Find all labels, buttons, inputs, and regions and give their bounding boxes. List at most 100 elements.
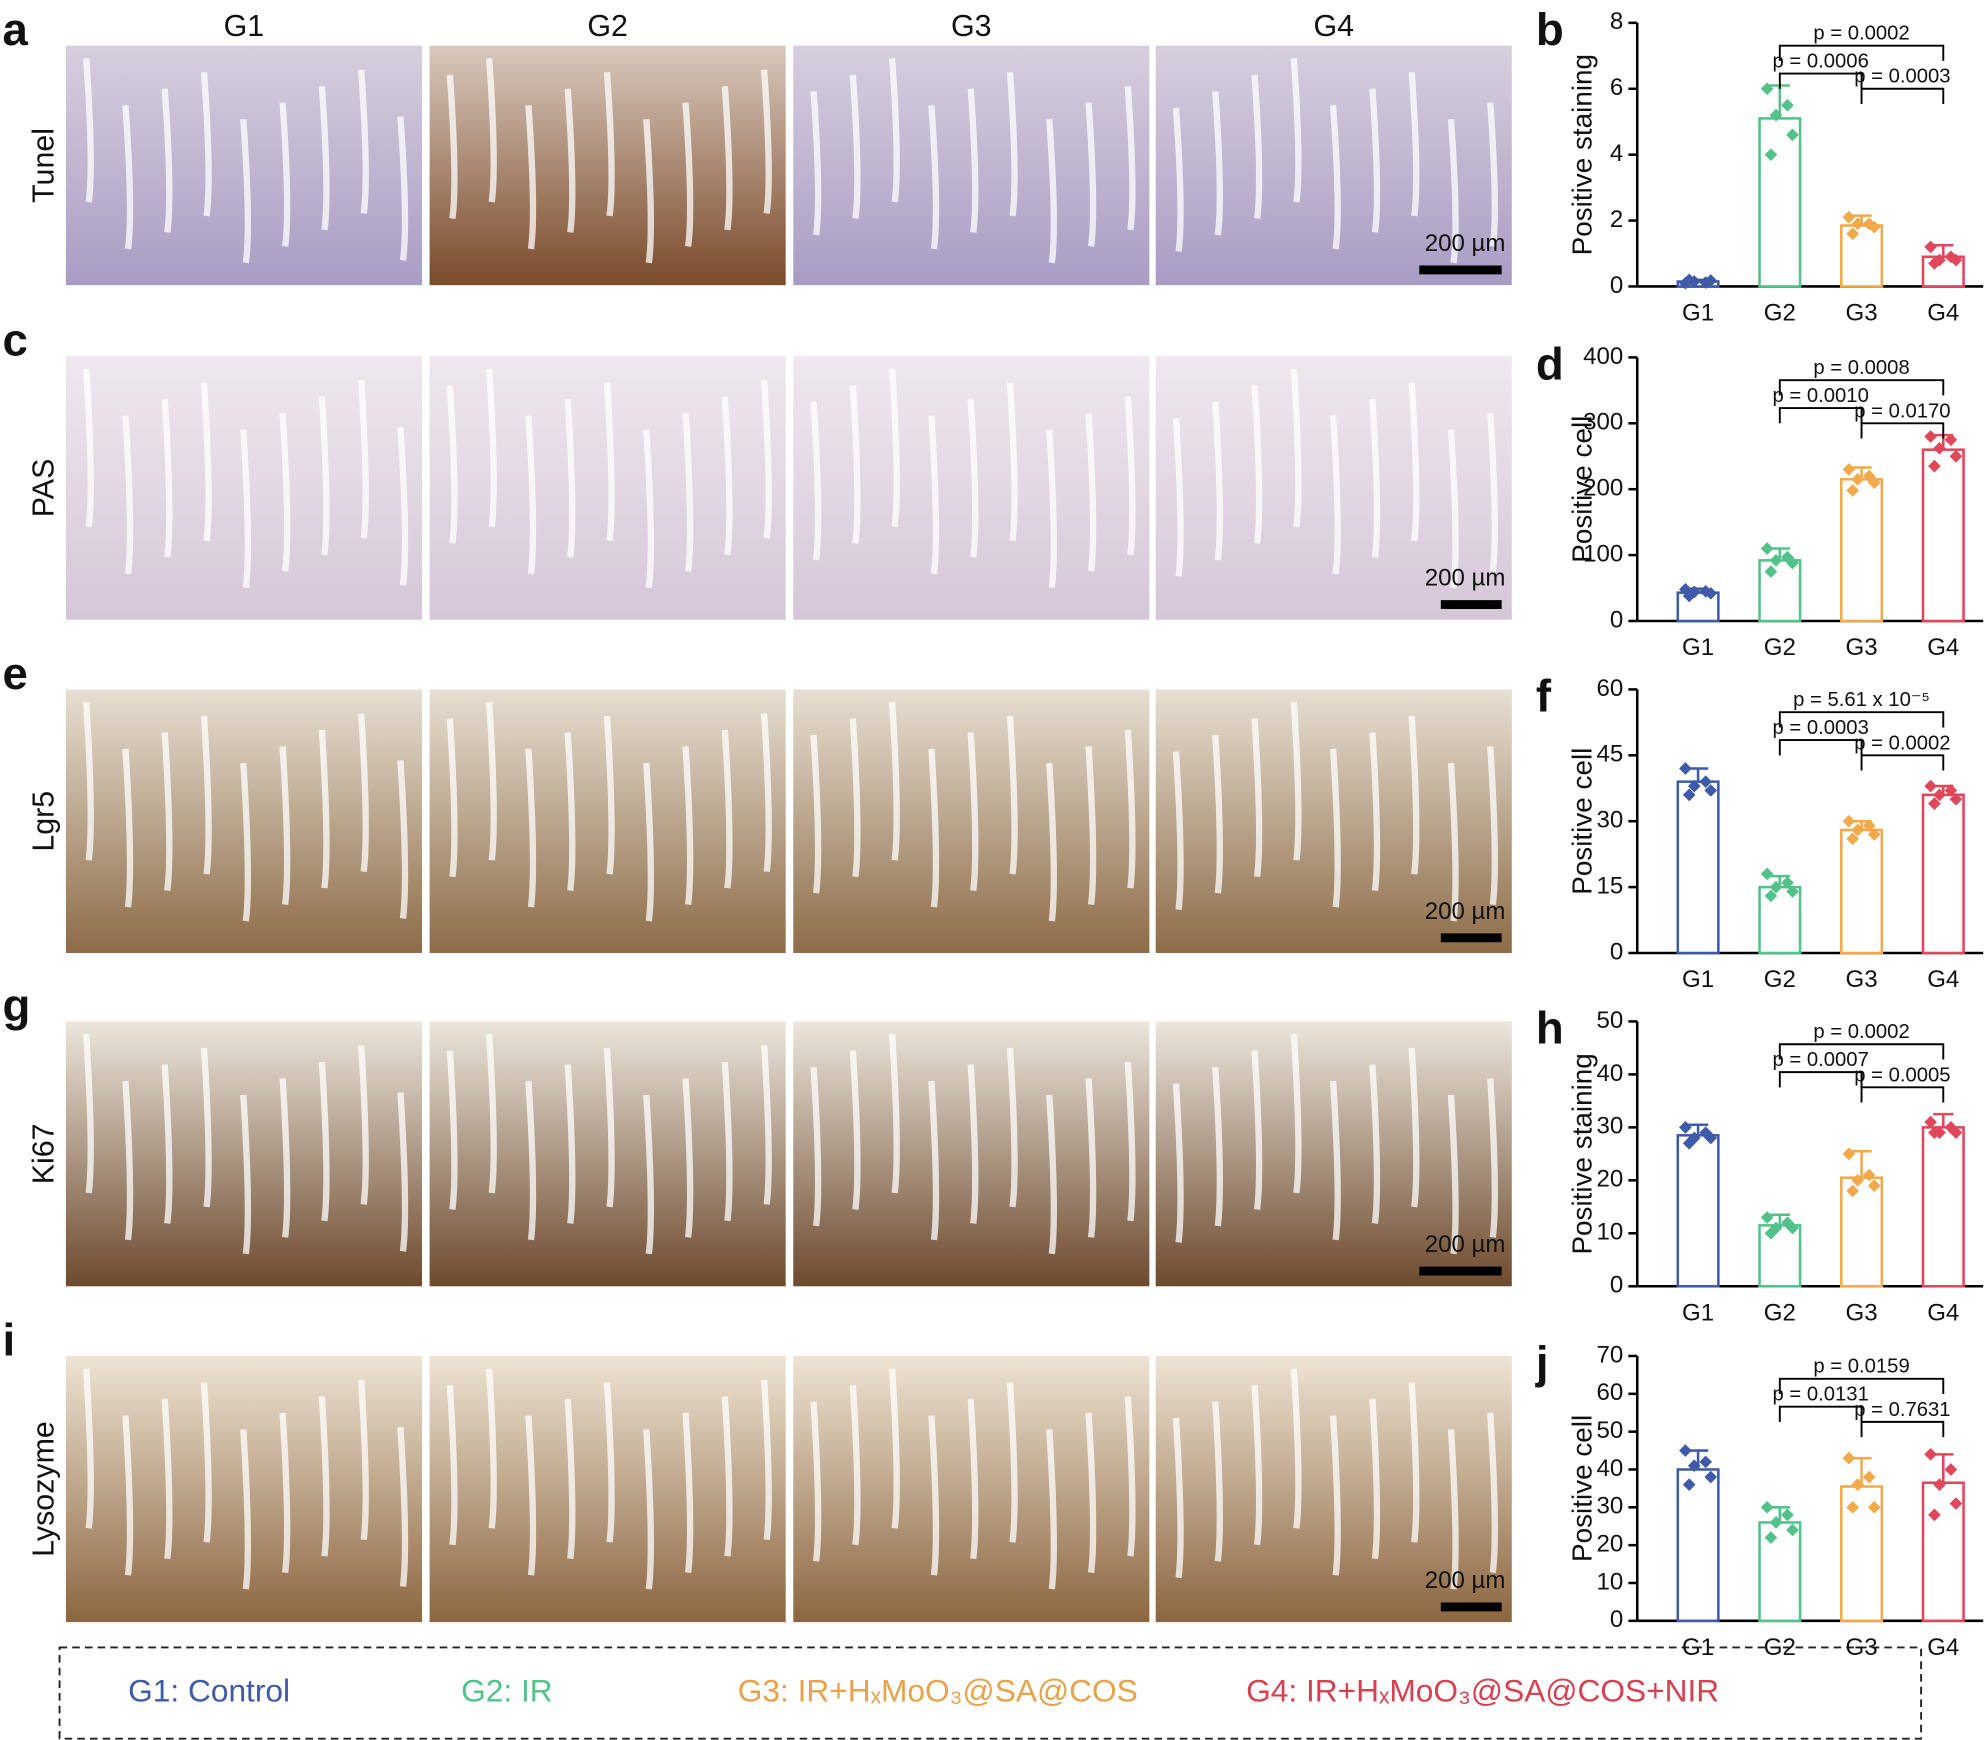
y-tick-label: 0 [1610,1272,1623,1299]
data-point [1842,210,1856,224]
villus-gap [279,746,291,905]
panel-letter: a [3,4,29,55]
scale-bar-label: 200 µm [1425,898,1506,925]
villus-gap [643,1429,655,1590]
data-point [1760,1500,1774,1514]
villus-gap [318,1396,330,1557]
data-point [1862,819,1876,832]
villus-gap [1329,748,1341,908]
y-tick-label: 8 [1610,8,1623,35]
villus-gap [1290,58,1302,203]
data-point [1699,775,1713,789]
y-tick-label: 400 [1583,343,1623,370]
y-tick-label: 0 [1610,272,1623,299]
villus-gap [397,1426,409,1588]
y-tick-label: 200 [1583,475,1623,502]
villus-gap [357,1379,369,1541]
column-header: G3 [951,9,992,43]
villus-gap [810,401,822,561]
villus-gap [240,429,252,589]
villus-gap [564,1064,576,1224]
villus-gap [279,412,291,572]
villus-gap [1290,368,1302,528]
villus-gap [928,105,940,250]
data-point [1851,823,1865,837]
x-tick-label: G3 [1845,634,1877,661]
villus-gap [1290,1033,1302,1194]
data-point [1928,1126,1941,1140]
x-tick-label: G2 [1764,300,1796,327]
significance-bracket [1778,1071,1863,1088]
villus-gap [485,368,497,528]
villus-gap [1329,105,1341,250]
villus-gap [318,86,330,231]
villus-gap [279,1078,291,1238]
villus-gap [928,415,940,575]
error-bar [1687,1123,1709,1136]
scale-bar-label: 200 µm [1425,565,1506,592]
villus-gap [1212,1066,1223,1227]
bar [1758,559,1802,623]
data-point [1851,217,1865,231]
data-point [1769,880,1783,894]
y-tick-label: 100 [1583,540,1623,567]
data-point [1760,542,1774,555]
y-tick-label: 0 [1610,938,1623,965]
villus-gap [161,1064,173,1224]
p-value: p = 0.0002 [1854,732,1950,754]
villus-gap [1124,729,1136,889]
villus-gap [200,1047,212,1208]
data-point [1949,1497,1963,1510]
villus-gap [1251,1384,1263,1546]
villus-gap [967,399,979,558]
error-bar [1933,1112,1954,1128]
villus-gap [810,1066,822,1227]
data-point [1924,430,1937,443]
error-bar [1851,1149,1872,1178]
legend-entry: G1: Control [128,1672,290,1708]
villus-gap [83,368,94,528]
villus-gap [485,1033,497,1194]
villus-gap [83,58,94,203]
villus-gap [1447,1094,1459,1255]
data-point [1846,1184,1860,1198]
villus-gap [122,748,134,908]
villus-gap [1212,1401,1223,1562]
y-axis-label: Positive cell [1566,416,1597,563]
villus-gap [200,382,212,542]
data-point [1704,274,1718,287]
villus-gap [1172,107,1184,252]
data-point [1682,1478,1696,1491]
villus-gap [1369,1398,1381,1560]
villus-gap [1447,1429,1459,1590]
y-tick-label: 10 [1597,1568,1624,1595]
data-point [1781,1508,1794,1522]
data-point [1682,788,1696,802]
data-point [1924,240,1937,254]
villus-gap [279,102,291,247]
data-point [1933,788,1946,802]
villus-gap [357,69,369,214]
significance-bracket [1778,407,1863,424]
y-tick-label: 300 [1583,409,1623,436]
villus-gap [161,399,173,558]
villus-gap [1369,88,1381,233]
villus-gap [603,72,615,217]
bar [1758,1224,1802,1288]
data-point [1687,1459,1701,1473]
data-point [1842,1451,1856,1465]
villus-gap [928,1080,940,1241]
y-tick-label: 45 [1597,741,1624,768]
x-tick-label: G1 [1682,966,1714,993]
data-point [1842,463,1856,476]
villus-gap [928,1415,940,1576]
villus-gap [1085,746,1097,905]
villus-gap [161,732,173,892]
villus-gap [888,58,900,203]
villus-gap [721,1396,733,1557]
significance-bracket [1778,44,1945,61]
p-value: p = 0.0003 [1772,717,1868,739]
row-label: Lgr5 [27,791,61,852]
